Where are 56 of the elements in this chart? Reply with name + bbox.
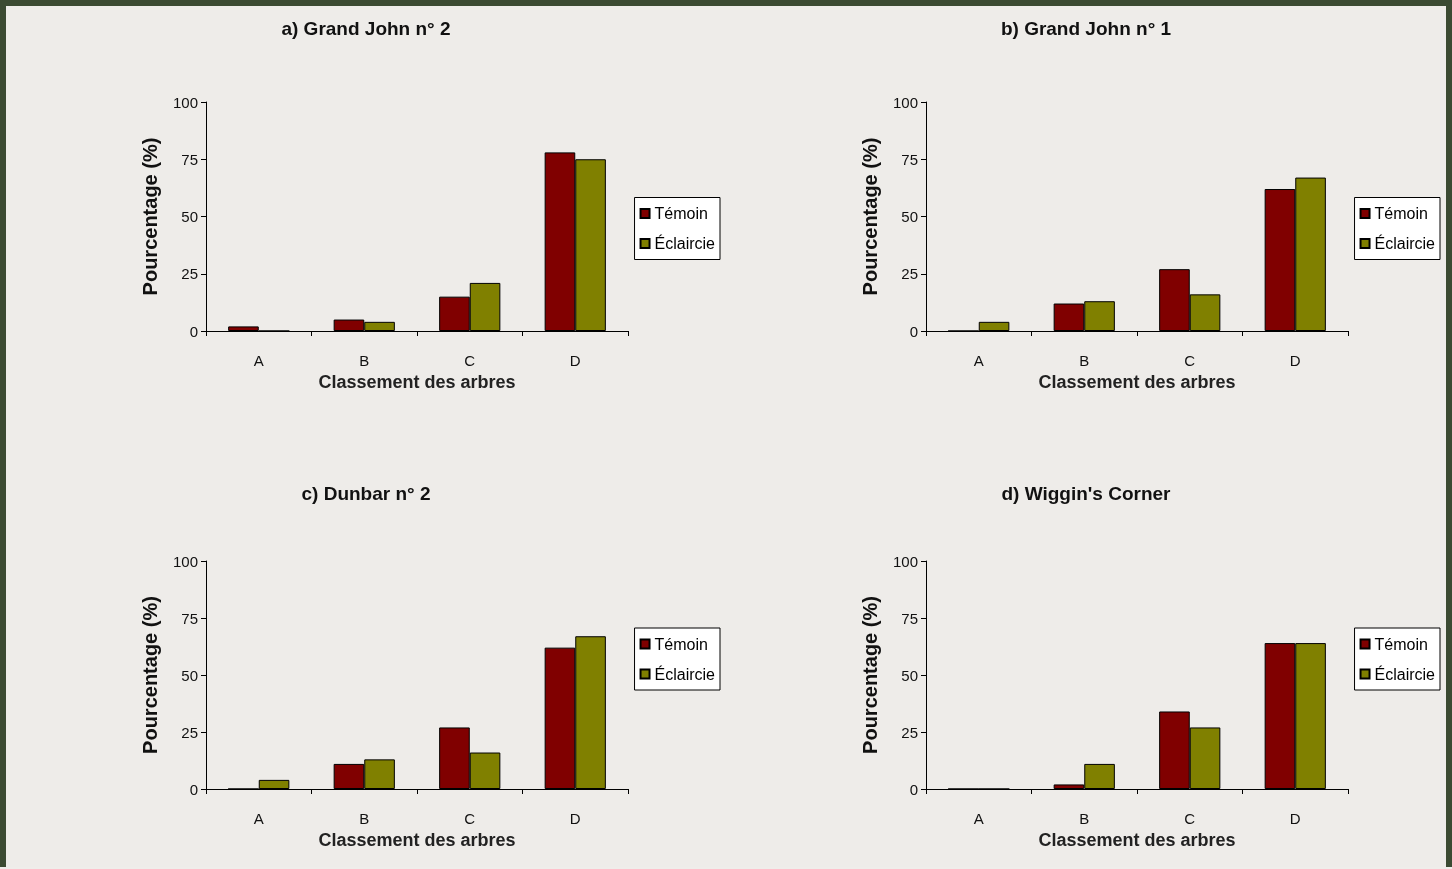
legend-label: Témoin [654,635,708,653]
y-tick-label: 0 [189,780,198,798]
x-tick-label: A [973,810,984,827]
y-tick-label: 100 [172,552,198,570]
x-tick-label: D [569,352,581,369]
x-tick-label: A [253,352,264,369]
y-tick-label: 50 [181,666,198,684]
x-tick-label: B [359,810,370,827]
y-tick-label: 100 [172,93,198,111]
x-tick-label: C [464,352,476,369]
y-tick-label: 0 [909,780,918,798]
x-tick-label: D [569,810,581,827]
y-tick-label: 25 [181,723,198,741]
x-axis-title: Classement des arbres [1038,829,1236,850]
legend-label: Témoin [654,205,708,222]
y-tick-label: 25 [181,265,198,283]
x-tick-label: D [1289,352,1301,369]
x-tick-label: B [1079,810,1090,827]
x-axis-title: Classement des arbres [318,829,516,850]
x-tick-label: D [1289,810,1301,827]
x-tick-label: B [1079,352,1090,369]
legend-label: Témoin [1374,205,1428,222]
legend-label: Éclaircie [654,664,716,683]
y-axis-title: Pourcentage (%) [139,137,161,296]
y-tick-label: 25 [901,723,918,741]
y-tick-label: 25 [901,265,918,283]
legend-label: Éclaircie [1374,234,1436,252]
y-axis-title: Pourcentage (%) [139,596,161,754]
y-tick-label: 0 [189,322,198,340]
y-axis-title: Pourcentage (%) [859,137,881,296]
chart-title: b) Grand John n° 1 [1000,18,1172,39]
x-tick-label: A [253,810,264,827]
legend-label: Éclaircie [654,234,716,252]
legend-label: Témoin [1374,635,1428,653]
chart-title: d) Wiggin's Corner [1001,483,1172,504]
y-tick-label: 50 [181,208,198,225]
y-tick-label: 75 [901,609,918,627]
x-tick-label: A [973,352,984,369]
y-tick-label: 100 [892,93,918,111]
chart-title: a) Grand John n° 2 [281,18,451,39]
y-axis-title: Pourcentage (%) [859,596,881,754]
chart-title: c) Dunbar n° 2 [301,483,431,504]
x-tick-label: C [1184,352,1196,369]
y-tick-label: 50 [901,208,918,225]
y-tick-label: 0 [909,322,918,340]
legend-label: Éclaircie [1374,664,1436,683]
y-tick-label: 50 [901,666,918,684]
y-tick-label: 75 [181,609,198,627]
y-tick-label: 75 [901,150,918,168]
y-tick-label: 75 [181,150,198,168]
y-tick-label: 100 [892,552,918,570]
x-axis-title: Classement des arbres [318,371,516,392]
x-axis-title: Classement des arbres [1038,371,1236,392]
x-tick-label: C [1184,810,1196,827]
x-tick-label: C [464,810,476,827]
x-tick-label: B [359,352,370,369]
